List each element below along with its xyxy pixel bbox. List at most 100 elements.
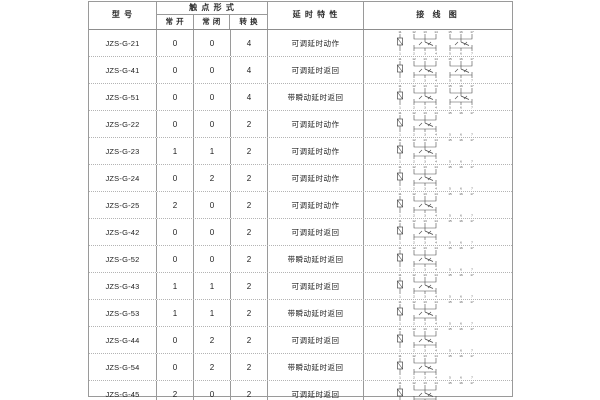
column-header-changeover: 转 换	[239, 16, 258, 26]
svg-text:5: 5	[449, 51, 451, 55]
svg-text:4: 4	[435, 375, 437, 379]
cell-model: JZS-G-23	[89, 138, 157, 164]
svg-text:4: 4	[435, 213, 437, 217]
svg-text:14: 14	[434, 219, 438, 223]
svg-text:12: 12	[412, 246, 416, 250]
cell-changeover: 4	[231, 57, 268, 83]
cell-model: JZS-G-22	[89, 111, 157, 137]
table-row[interactable]: JZS-G-54 0 2 2 带瞬动延时返回 11 1 12 13 14 2 3 4 15 5 16 6 17 7	[89, 354, 512, 381]
cell-changeover: 2	[231, 138, 268, 164]
table-row[interactable]: JZS-G-45202可调延时返回111121314234155166177	[89, 381, 512, 400]
table-row[interactable]: JZS-G-22 0 0 2 可调延时动作 11 1 12 13 14 2 3 4 15 5 16 6 17 7	[89, 111, 512, 138]
cell-wiring-diagram: 11 1 12 13 14 2 3 4 15 16 17 5 6 7	[364, 30, 512, 56]
cell-model: JZS-G-24	[89, 165, 157, 191]
cell-normally-open: 1	[157, 138, 194, 164]
svg-text:2: 2	[413, 294, 415, 298]
svg-text:6: 6	[460, 348, 462, 352]
svg-text:11: 11	[398, 57, 401, 61]
svg-text:5: 5	[449, 375, 451, 379]
cell-delay-characteristic: 可调延时返回	[268, 57, 364, 83]
svg-text:16: 16	[459, 246, 463, 250]
table-row[interactable]: JZS-G-53 1 1 2 带瞬动延时返回 11 1 12 13 14 2 3 4 15 5 16 6 17 7	[89, 300, 512, 327]
svg-text:15: 15	[448, 354, 452, 358]
svg-text:1: 1	[399, 51, 401, 55]
svg-text:7: 7	[471, 78, 473, 82]
svg-text:16: 16	[459, 219, 463, 223]
table-row[interactable]: JZS-G-42 0 0 2 可调延时返回 11 1 12 13 14 2 3 4 15 5 16 6 17 7	[89, 219, 512, 246]
svg-text:4: 4	[435, 159, 437, 163]
cell-delay-characteristic: 可调延时动作	[268, 192, 364, 218]
cell-model: JZS-G-53	[89, 300, 157, 326]
svg-text:7: 7	[471, 240, 473, 244]
svg-text:6: 6	[460, 213, 462, 217]
svg-text:13: 13	[423, 84, 427, 88]
cell-normally-closed: 2	[194, 165, 231, 191]
table-row[interactable]: JZS-G-43 1 1 2 可调延时返回 11 1 12 13 14 2 3 4 15 5 16 6 17 7	[89, 273, 512, 300]
table-row[interactable]: JZS-G-51 0 0 4 带瞬动延时返回 11 1 12 13 14 2 3 4 15 16 17 5 6 7	[89, 84, 512, 111]
cell-normally-closed: 0	[194, 381, 231, 400]
svg-text:2: 2	[413, 240, 415, 244]
table-row[interactable]: JZS-G-41 0 0 4 可调延时返回 11 1 12 13 14 2 3 4 15 16 17 5 6 7	[89, 57, 512, 84]
column-header-contact-subcolumns: 常 开 常 闭 转 换	[157, 15, 267, 29]
cell-changeover: 2	[231, 165, 268, 191]
cell-delay-characteristic: 可调延时动作	[268, 165, 364, 191]
svg-text:14: 14	[434, 381, 438, 385]
svg-text:16: 16	[459, 57, 463, 61]
svg-text:1: 1	[399, 78, 401, 82]
svg-text:1: 1	[399, 294, 401, 298]
cell-normally-open: 0	[157, 57, 194, 83]
svg-text:7: 7	[471, 294, 473, 298]
svg-text:14: 14	[434, 111, 438, 115]
table-row[interactable]: JZS-G-44 0 2 2 可调延时返回 11 1 12 13 14 2 3 4 15 5 16 6 17 7	[89, 327, 512, 354]
svg-text:11: 11	[398, 381, 401, 385]
cell-changeover: 2	[231, 354, 268, 380]
svg-text:5: 5	[449, 159, 451, 163]
table-row[interactable]: JZS-G-24 0 2 2 可调延时动作 11 1 12 13 14 2 3 4 15 5 16 6 17 7	[89, 165, 512, 192]
svg-text:17: 17	[470, 300, 474, 304]
svg-text:13: 13	[423, 273, 427, 277]
svg-text:17: 17	[470, 138, 474, 142]
table-row[interactable]: JZS-G-25 2 0 2 可调延时动作 11 1 12 13 14 2 3 4 15 5 16 6 17 7	[89, 192, 512, 219]
cell-delay-characteristic: 可调延时动作	[268, 138, 364, 164]
table-row[interactable]: JZS-G-52 0 0 2 带瞬动延时返回 11 1 12 13 14 2 3 4 15 5 16 6 17 7	[89, 246, 512, 273]
column-header-normally-open: 常 开	[157, 15, 194, 29]
svg-text:6: 6	[460, 159, 462, 163]
svg-text:17: 17	[470, 246, 474, 250]
table-header-row: 型 号 触 点 形 式 常 开 常 闭 转 换 延 时 特 性 接 线 图	[89, 2, 512, 30]
svg-text:6: 6	[460, 105, 462, 109]
svg-text:17: 17	[470, 57, 474, 61]
cell-delay-characteristic: 带瞬动延时返回	[268, 300, 364, 326]
svg-text:12: 12	[412, 84, 416, 88]
svg-text:13: 13	[423, 300, 427, 304]
cell-changeover: 4	[231, 84, 268, 110]
cell-changeover: 2	[231, 273, 268, 299]
cell-delay-characteristic: 可调延时返回	[268, 327, 364, 353]
svg-text:11: 11	[398, 192, 401, 196]
svg-text:13: 13	[423, 165, 427, 169]
svg-text:16: 16	[459, 327, 463, 331]
svg-text:2: 2	[413, 132, 415, 136]
svg-text:17: 17	[470, 30, 474, 34]
svg-text:5: 5	[449, 348, 451, 352]
relay-spec-table: 型 号 触 点 形 式 常 开 常 闭 转 换 延 时 特 性 接 线 图 JZ…	[88, 1, 513, 400]
svg-text:15: 15	[448, 111, 452, 115]
table-row[interactable]: JZS-G-21 0 0 4 可调延时动作 11 1 12 13 14 2 3 4 15 16 17 5 6 7	[89, 30, 512, 57]
svg-text:12: 12	[412, 327, 416, 331]
svg-text:13: 13	[423, 381, 427, 385]
table-row[interactable]: JZS-G-23 1 1 2 可调延时动作 11 1 12 13 14 2 3 4 15 5 16 6 17 7	[89, 138, 512, 165]
cell-changeover: 2	[231, 381, 268, 400]
svg-text:4: 4	[435, 186, 437, 190]
svg-text:3: 3	[424, 267, 426, 271]
cell-model: JZS-G-21	[89, 30, 157, 56]
svg-text:1: 1	[399, 186, 401, 190]
cell-normally-closed: 1	[194, 138, 231, 164]
svg-text:14: 14	[434, 354, 438, 358]
svg-text:15: 15	[448, 192, 452, 196]
svg-text:12: 12	[412, 219, 416, 223]
svg-text:17: 17	[470, 84, 474, 88]
cell-delay-characteristic: 可调延时动作	[268, 30, 364, 56]
svg-text:12: 12	[412, 57, 416, 61]
